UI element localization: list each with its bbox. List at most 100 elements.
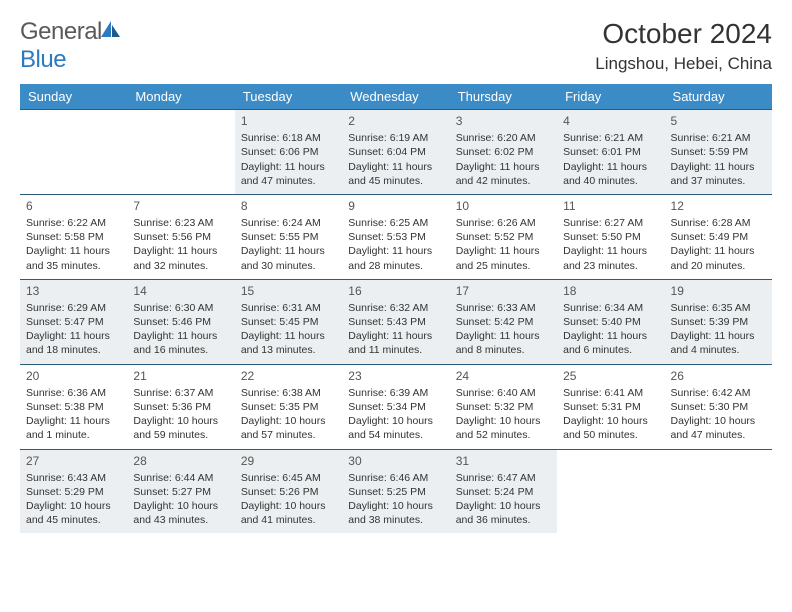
- sunset-line: Sunset: 5:50 PM: [563, 230, 658, 244]
- sunrise-line: Sunrise: 6:23 AM: [133, 216, 228, 230]
- calendar-week: 13Sunrise: 6:29 AMSunset: 5:47 PMDayligh…: [20, 279, 772, 364]
- daylight-line: Daylight: 10 hours and 52 minutes.: [456, 414, 551, 442]
- sunset-line: Sunset: 5:25 PM: [348, 485, 443, 499]
- sunset-line: Sunset: 5:47 PM: [26, 315, 121, 329]
- calendar-day: 31Sunrise: 6:47 AMSunset: 5:24 PMDayligh…: [450, 449, 557, 533]
- day-number: 24: [456, 368, 551, 384]
- day-number: 3: [456, 113, 551, 129]
- sunset-line: Sunset: 6:04 PM: [348, 145, 443, 159]
- day-number: 9: [348, 198, 443, 214]
- sunset-line: Sunset: 5:52 PM: [456, 230, 551, 244]
- sunrise-line: Sunrise: 6:30 AM: [133, 301, 228, 315]
- day-header: Thursday: [450, 84, 557, 110]
- day-number: 16: [348, 283, 443, 299]
- day-number: 10: [456, 198, 551, 214]
- day-header: Sunday: [20, 84, 127, 110]
- sunset-line: Sunset: 5:53 PM: [348, 230, 443, 244]
- calendar-day: 9 Sunrise: 6:25 AMSunset: 5:53 PMDaylight…: [342, 194, 449, 279]
- daylight-line: Daylight: 11 hours and 40 minutes.: [563, 160, 658, 188]
- calendar-body: 1Sunrise: 6:18 AMSunset: 6:06 PMDaylight…: [20, 110, 772, 534]
- title-block: October 2024 Lingshou, Hebei, China: [595, 18, 772, 74]
- sunrise-line: Sunrise: 6:39 AM: [348, 386, 443, 400]
- calendar-day: 1Sunrise: 6:18 AMSunset: 6:06 PMDaylight…: [235, 110, 342, 195]
- calendar-day: 30Sunrise: 6:46 AMSunset: 5:25 PMDayligh…: [342, 449, 449, 533]
- sunrise-line: Sunrise: 6:34 AM: [563, 301, 658, 315]
- daylight-line: Daylight: 10 hours and 38 minutes.: [348, 499, 443, 527]
- daylight-line: Daylight: 11 hours and 4 minutes.: [671, 329, 766, 357]
- daylight-line: Daylight: 11 hours and 8 minutes.: [456, 329, 551, 357]
- header: GeneralBlue October 2024 Lingshou, Hebei…: [20, 18, 772, 74]
- logo-sail-icon: [100, 18, 122, 46]
- calendar-empty: [20, 110, 127, 195]
- calendar-day: 25Sunrise: 6:41 AMSunset: 5:31 PMDayligh…: [557, 364, 664, 449]
- sunrise-line: Sunrise: 6:36 AM: [26, 386, 121, 400]
- sunset-line: Sunset: 5:32 PM: [456, 400, 551, 414]
- sunrise-line: Sunrise: 6:20 AM: [456, 131, 551, 145]
- sunset-line: Sunset: 6:01 PM: [563, 145, 658, 159]
- daylight-line: Daylight: 11 hours and 25 minutes.: [456, 244, 551, 272]
- calendar-day: 26Sunrise: 6:42 AMSunset: 5:30 PMDayligh…: [665, 364, 772, 449]
- sunset-line: Sunset: 6:06 PM: [241, 145, 336, 159]
- calendar-day: 3Sunrise: 6:20 AMSunset: 6:02 PMDaylight…: [450, 110, 557, 195]
- calendar-day: 18Sunrise: 6:34 AMSunset: 5:40 PMDayligh…: [557, 279, 664, 364]
- calendar-day: 16Sunrise: 6:32 AMSunset: 5:43 PMDayligh…: [342, 279, 449, 364]
- day-header: Tuesday: [235, 84, 342, 110]
- sunset-line: Sunset: 5:35 PM: [241, 400, 336, 414]
- calendar-day: 7Sunrise: 6:23 AMSunset: 5:56 PMDaylight…: [127, 194, 234, 279]
- day-number: 4: [563, 113, 658, 129]
- sunrise-line: Sunrise: 6:28 AM: [671, 216, 766, 230]
- calendar-day: 23Sunrise: 6:39 AMSunset: 5:34 PMDayligh…: [342, 364, 449, 449]
- calendar-day: 28Sunrise: 6:44 AMSunset: 5:27 PMDayligh…: [127, 449, 234, 533]
- day-number: 22: [241, 368, 336, 384]
- calendar-day: 12 Sunrise: 6:28 AMSunset: 5:49 PMDayligh…: [665, 194, 772, 279]
- day-number: 17: [456, 283, 551, 299]
- sunrise-line: Sunrise: 6:45 AM: [241, 471, 336, 485]
- day-header: Monday: [127, 84, 234, 110]
- calendar-empty: [665, 449, 772, 533]
- logo-text: GeneralBlue: [20, 18, 122, 74]
- sunrise-line: Sunrise: 6:25 AM: [348, 216, 443, 230]
- day-number: 15: [241, 283, 336, 299]
- day-number: 25: [563, 368, 658, 384]
- day-header: Friday: [557, 84, 664, 110]
- sunset-line: Sunset: 5:29 PM: [26, 485, 121, 499]
- day-number: 21: [133, 368, 228, 384]
- sunset-line: Sunset: 5:38 PM: [26, 400, 121, 414]
- daylight-line: Daylight: 11 hours and 42 minutes.: [456, 160, 551, 188]
- sunset-line: Sunset: 5:49 PM: [671, 230, 766, 244]
- sunset-line: Sunset: 5:30 PM: [671, 400, 766, 414]
- calendar-empty: [127, 110, 234, 195]
- sunset-line: Sunset: 5:26 PM: [241, 485, 336, 499]
- sunrise-line: Sunrise: 6:21 AM: [671, 131, 766, 145]
- daylight-line: Daylight: 10 hours and 54 minutes.: [348, 414, 443, 442]
- calendar-week: 20Sunrise: 6:36 AMSunset: 5:38 PMDayligh…: [20, 364, 772, 449]
- daylight-line: Daylight: 11 hours and 1 minute.: [26, 414, 121, 442]
- day-number: 26: [671, 368, 766, 384]
- day-number: 12: [671, 198, 766, 214]
- sunrise-line: Sunrise: 6:43 AM: [26, 471, 121, 485]
- calendar-day: 22Sunrise: 6:38 AMSunset: 5:35 PMDayligh…: [235, 364, 342, 449]
- sunset-line: Sunset: 5:43 PM: [348, 315, 443, 329]
- calendar-week: 1Sunrise: 6:18 AMSunset: 6:06 PMDaylight…: [20, 110, 772, 195]
- day-number: 13: [26, 283, 121, 299]
- sunset-line: Sunset: 5:24 PM: [456, 485, 551, 499]
- sunset-line: Sunset: 5:40 PM: [563, 315, 658, 329]
- daylight-line: Daylight: 11 hours and 20 minutes.: [671, 244, 766, 272]
- daylight-line: Daylight: 11 hours and 35 minutes.: [26, 244, 121, 272]
- calendar-day: 14Sunrise: 6:30 AMSunset: 5:46 PMDayligh…: [127, 279, 234, 364]
- day-number: 29: [241, 453, 336, 469]
- sunrise-line: Sunrise: 6:46 AM: [348, 471, 443, 485]
- sunrise-line: Sunrise: 6:37 AM: [133, 386, 228, 400]
- daylight-line: Daylight: 10 hours and 50 minutes.: [563, 414, 658, 442]
- sunset-line: Sunset: 5:42 PM: [456, 315, 551, 329]
- daylight-line: Daylight: 11 hours and 45 minutes.: [348, 160, 443, 188]
- sunset-line: Sunset: 5:34 PM: [348, 400, 443, 414]
- daylight-line: Daylight: 10 hours and 57 minutes.: [241, 414, 336, 442]
- daylight-line: Daylight: 11 hours and 28 minutes.: [348, 244, 443, 272]
- day-number: 28: [133, 453, 228, 469]
- sunrise-line: Sunrise: 6:40 AM: [456, 386, 551, 400]
- sunrise-line: Sunrise: 6:19 AM: [348, 131, 443, 145]
- calendar-day: 24 Sunrise: 6:40 AMSunset: 5:32 PMDayligh…: [450, 364, 557, 449]
- month-title: October 2024: [595, 18, 772, 50]
- calendar-day: 5Sunrise: 6:21 AMSunset: 5:59 PMDaylight…: [665, 110, 772, 195]
